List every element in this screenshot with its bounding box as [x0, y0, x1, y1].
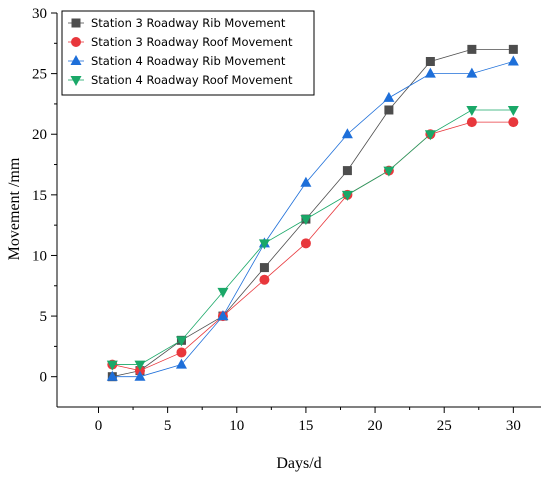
x-tick-label: 30 [506, 418, 521, 434]
y-tick-label: 5 [40, 309, 48, 325]
x-tick-label: 20 [368, 418, 383, 434]
data-point [508, 117, 519, 128]
data-point [466, 105, 478, 116]
series-4 [106, 105, 519, 371]
data-point [383, 166, 395, 177]
series-line [112, 61, 514, 378]
data-point [300, 238, 311, 249]
series-line [112, 48, 514, 378]
x-tick-label: 5 [164, 418, 172, 434]
data-point [384, 105, 394, 115]
data-point [507, 105, 519, 116]
data-point [425, 56, 435, 66]
data-point [342, 166, 352, 176]
data-point [134, 365, 145, 376]
legend-label: Station 3 Roadway Rib Movement [91, 16, 286, 30]
data-point [175, 336, 187, 347]
y-tick-label: 25 [32, 67, 47, 83]
data-point [258, 239, 270, 250]
data-point [176, 347, 187, 358]
data-point [106, 370, 118, 381]
legend-box [61, 10, 315, 96]
y-tick-label: 15 [32, 188, 47, 204]
data-point [217, 287, 229, 298]
series-layer [106, 44, 519, 382]
x-tick-label: 15 [298, 418, 313, 434]
data-point [175, 358, 187, 369]
x-tick-label: 25 [437, 418, 452, 434]
axes: 0 5 10 15 20 25 30 0 5 10 15 20 25 30 [32, 6, 541, 434]
legend-marker [71, 18, 81, 28]
legend-marker [70, 55, 82, 65]
x-tick-label: 10 [229, 418, 244, 434]
y-tick-label: 0 [40, 370, 48, 386]
legend: Station 3 Roadway Rib Movement Station 3 … [61, 10, 315, 96]
data-point [134, 370, 146, 381]
data-point [341, 190, 353, 201]
x-axis-title: Days/d [276, 455, 321, 472]
data-point [466, 67, 478, 78]
data-point [424, 67, 436, 78]
x-tick-label: 0 [95, 418, 103, 434]
legend-marker [71, 37, 81, 47]
legend-label: Station 4 Roadway Rib Movement [91, 54, 286, 68]
y-tick-label: 20 [32, 127, 47, 143]
data-point [341, 128, 353, 139]
legend-label: Station 4 Roadway Roof Movement [91, 73, 293, 87]
data-point [259, 263, 269, 273]
y-tick-label: 30 [32, 6, 47, 22]
data-point [134, 360, 146, 371]
data-point [467, 44, 477, 54]
data-point [424, 130, 436, 141]
series-3 [106, 55, 519, 381]
series-line [112, 121, 514, 372]
data-point [508, 44, 518, 54]
data-point [300, 215, 312, 226]
data-point [466, 117, 477, 128]
data-point [217, 310, 229, 321]
data-point [300, 176, 312, 187]
data-point [259, 274, 270, 285]
data-point [106, 360, 118, 371]
legend-label: Station 3 Roadway Roof Movement [91, 35, 293, 49]
series-line [112, 109, 514, 365]
y-tick-label: 10 [32, 248, 47, 264]
legend-marker [70, 76, 82, 86]
y-axis-title: Movement /mm [6, 157, 23, 260]
data-point [383, 91, 395, 102]
data-point [507, 55, 519, 66]
series-2 [107, 117, 519, 376]
